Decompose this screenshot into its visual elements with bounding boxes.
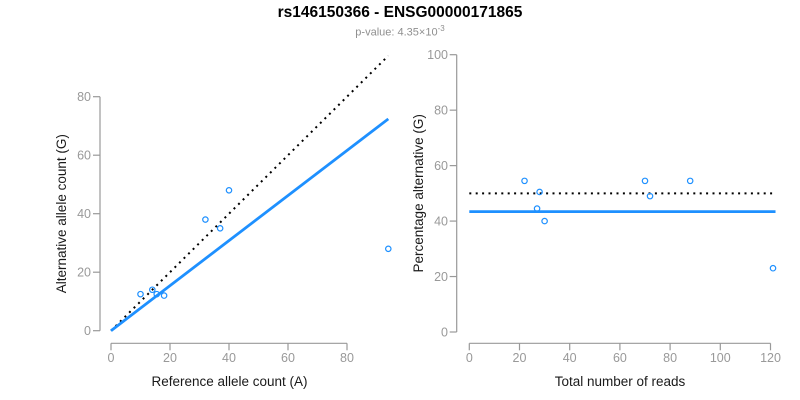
- y-tick-label: 20: [77, 266, 91, 280]
- y-axis-title: Alternative allele count (G): [54, 134, 69, 293]
- y-tick-label: 0: [84, 324, 91, 338]
- data-point: [533, 205, 541, 212]
- figure-title: rs146150366 - ENSG00000171865: [277, 4, 523, 21]
- x-axis-title: Reference allele count (A): [151, 374, 307, 389]
- fit-line: [110, 117, 390, 332]
- y-tick-label: 100: [427, 48, 448, 62]
- y-axis-title: Percentage alternative (G): [411, 114, 426, 272]
- x-tick-label: 20: [163, 351, 177, 365]
- data-point: [769, 264, 777, 272]
- y-tick-label: 20: [434, 270, 448, 284]
- data-point: [202, 216, 209, 223]
- data-point: [646, 192, 654, 200]
- data-point: [686, 177, 694, 185]
- x-tick-label: 120: [760, 351, 781, 365]
- data-point: [536, 188, 543, 196]
- identity-line: [110, 55, 390, 332]
- pvalue-exponent: -3: [437, 24, 445, 33]
- figure-subtitle: p-value: 4.35×10-3: [0, 24, 800, 39]
- x-tick-label: 80: [340, 351, 354, 365]
- y-tick-label: 40: [434, 214, 448, 228]
- data-point: [153, 290, 161, 298]
- x-tick-label: 60: [613, 351, 627, 365]
- x-tick-label: 0: [108, 351, 115, 365]
- x-tick-label: 40: [563, 351, 577, 365]
- pvalue-text: p-value: 4.35×10: [355, 26, 438, 39]
- y-tick-label: 60: [434, 159, 448, 173]
- y-tick-label: 0: [441, 325, 448, 339]
- x-tick-label: 0: [466, 351, 473, 365]
- y-tick-label: 60: [77, 149, 91, 163]
- x-axis-title: Total number of reads: [555, 374, 686, 389]
- x-tick-label: 20: [513, 351, 527, 365]
- x-tick-label: 60: [281, 351, 295, 365]
- data-point: [137, 290, 144, 298]
- data-point: [225, 187, 233, 194]
- data-point: [384, 245, 392, 253]
- data-point: [521, 177, 528, 185]
- data-point: [216, 225, 224, 232]
- data-point: [149, 286, 156, 294]
- data-point: [160, 292, 168, 299]
- x-tick-label: 100: [710, 351, 731, 365]
- x-tick-label: 80: [663, 351, 677, 365]
- y-tick-label: 80: [77, 90, 91, 104]
- y-tick-label: 80: [434, 103, 448, 117]
- data-point: [641, 177, 649, 185]
- x-tick-label: 40: [222, 351, 236, 365]
- data-point: [541, 217, 548, 225]
- y-tick-label: 40: [77, 207, 91, 221]
